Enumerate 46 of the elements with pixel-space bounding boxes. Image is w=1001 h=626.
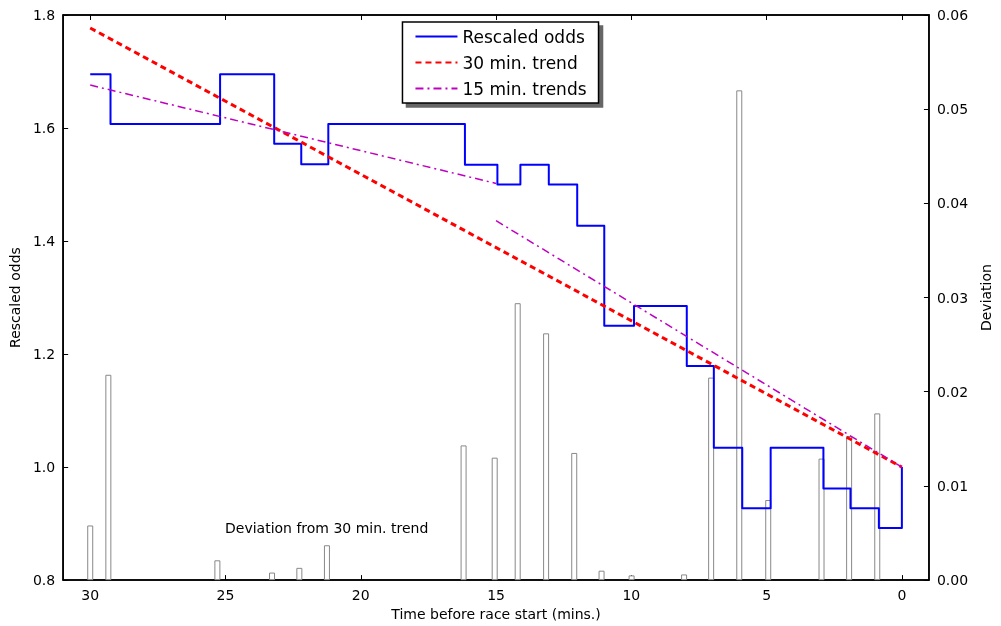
y2-tick-label: 0.03 (936, 289, 969, 306)
bar (846, 436, 853, 581)
y2-axis-title: Deviation (978, 264, 994, 332)
annotation: Deviation from 30 min. trend (225, 520, 429, 536)
y-tick-label: 0.8 (32, 572, 56, 589)
bar (543, 333, 550, 581)
bar (296, 567, 303, 581)
bar (708, 377, 715, 581)
y2-tick-label: 0.01 (936, 477, 969, 494)
legend-label: Rescaled odds (462, 26, 585, 47)
y2-tick-label: 0.02 (936, 383, 969, 400)
bar (681, 574, 688, 581)
bar (214, 560, 221, 581)
bar (269, 572, 276, 581)
bar (736, 90, 743, 581)
y-tick-label: 1.4 (32, 233, 56, 250)
bar (105, 374, 112, 581)
x-tick-label: 20 (351, 587, 370, 604)
y-tick-label: 1.2 (32, 346, 56, 363)
y2-tick-label: 0.06 (936, 7, 969, 23)
y-tick-label: 1.8 (32, 7, 56, 23)
x-axis-title: Time before race start (mins.) (390, 606, 601, 622)
bar (460, 445, 467, 581)
x-tick-label: 10 (622, 587, 641, 604)
bar (514, 303, 521, 581)
x-tick-label: 30 (81, 587, 100, 604)
x-tick-label: 0 (897, 587, 907, 604)
bar (818, 458, 825, 581)
legend-label: 30 min. trend (462, 52, 578, 73)
bar (323, 545, 330, 581)
y2-tick-label: 0.04 (936, 195, 969, 212)
bar (598, 570, 605, 581)
legend-label: 15 min. trends (462, 78, 587, 99)
x-tick-label: 25 (216, 587, 235, 604)
y-tick-label: 1.0 (32, 459, 56, 476)
y2-tick-label: 0.00 (936, 572, 969, 589)
bar (874, 413, 881, 581)
bar (87, 525, 94, 581)
bar (491, 457, 498, 581)
y-tick-label: 1.6 (32, 120, 56, 137)
bar (571, 452, 578, 581)
y2-tick-label: 0.05 (936, 101, 969, 118)
x-tick-label: 15 (487, 587, 505, 604)
x-tick-label: 5 (762, 587, 772, 604)
y-axis-title: Rescaled odds (7, 247, 23, 348)
bar (765, 500, 772, 581)
